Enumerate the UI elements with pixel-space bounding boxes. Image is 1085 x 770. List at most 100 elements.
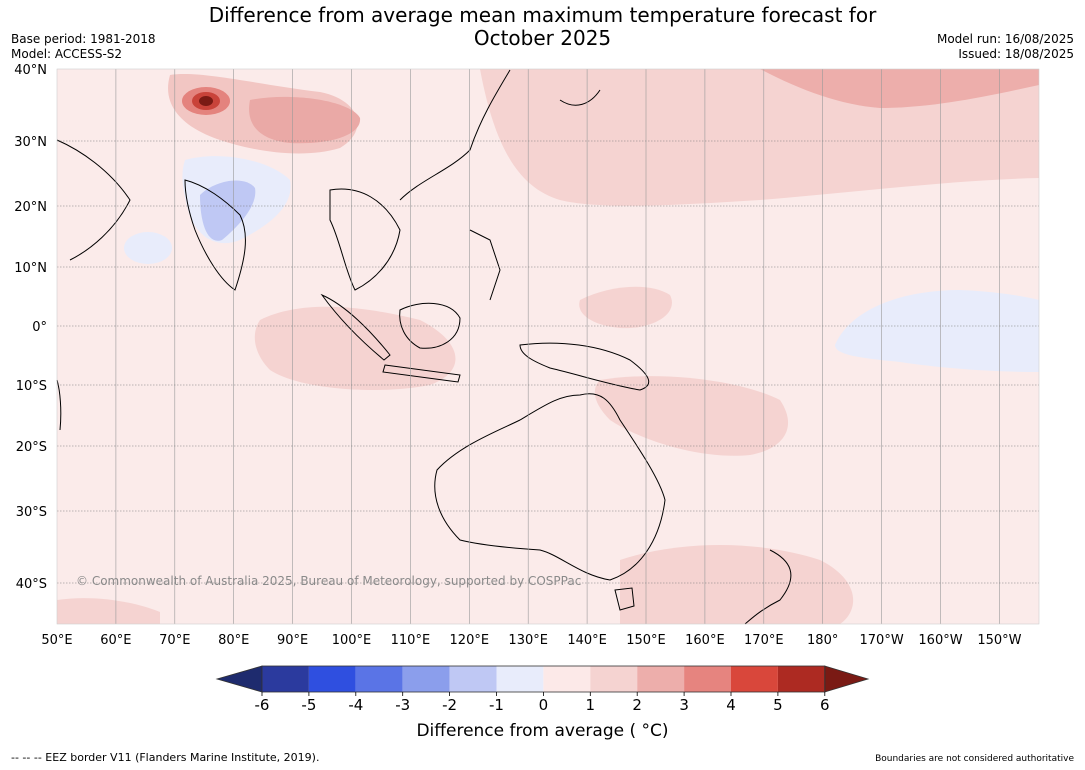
longitude-label: 80°E bbox=[218, 633, 249, 648]
warm-region-coral-sea bbox=[594, 376, 789, 456]
colorbar-segment bbox=[262, 666, 309, 692]
colorbar-label: 5 bbox=[773, 696, 783, 714]
colorbar-label: 4 bbox=[726, 696, 736, 714]
latitude-label: 10°S bbox=[16, 379, 47, 394]
colorbar-segment bbox=[449, 666, 497, 692]
coastline-indochina bbox=[329, 188, 401, 291]
colorbar-segment bbox=[355, 666, 403, 692]
warm-region-tasman bbox=[620, 545, 854, 624]
colorbar bbox=[215, 665, 870, 696]
eez-legend: -- -- -- EEZ border V11 (Flanders Marine… bbox=[11, 751, 320, 764]
colorbar-segment bbox=[402, 666, 450, 692]
latitude-label: 20°S bbox=[16, 440, 47, 455]
coastline-arabia bbox=[56, 139, 131, 261]
longitude-label: 130°E bbox=[508, 633, 548, 648]
colorbar-label: 3 bbox=[679, 696, 689, 714]
warm-region-himalaya-core bbox=[249, 96, 361, 144]
longitude-label: 160°E bbox=[685, 633, 725, 648]
cool-region-india-core bbox=[200, 180, 256, 241]
colorbar-segment bbox=[731, 666, 778, 692]
colorbar-segment bbox=[590, 666, 638, 692]
colorbar-label: -6 bbox=[255, 696, 270, 714]
coastline-new-guinea bbox=[519, 342, 650, 391]
longitude-label: 100°E bbox=[332, 633, 372, 648]
coastline-africa bbox=[56, 379, 62, 431]
coastline-philippines bbox=[469, 229, 501, 301]
cool-region-arabian-sea bbox=[124, 232, 172, 264]
colorbar-segment bbox=[777, 666, 825, 692]
longitude-label: 120°E bbox=[450, 633, 490, 648]
colorbar-segment bbox=[496, 666, 544, 692]
title-line-2: October 2025 bbox=[473, 26, 612, 50]
copyright-notice: © Commonwealth of Australia 2025, Bureau… bbox=[76, 574, 582, 588]
longitude-label: 180° bbox=[807, 633, 838, 648]
latitude-label: 0° bbox=[32, 320, 47, 335]
colorbar-tick-labels: -6 -5 -4 -3 -2 -1 0 1 2 3 4 5 6 bbox=[255, 696, 830, 714]
coastline-india bbox=[184, 179, 246, 291]
colorbar-label: -3 bbox=[395, 696, 410, 714]
base-period-label: Base period: 1981-2018 bbox=[11, 32, 156, 46]
latitude-label: 20°N bbox=[14, 200, 47, 215]
chart-title: Difference from average mean maximum tem… bbox=[0, 4, 1085, 50]
latitude-label: 40°S bbox=[16, 577, 47, 592]
longitude-label: 90°E bbox=[277, 633, 308, 648]
latitude-label: 30°S bbox=[16, 505, 47, 520]
colorbar-label: -5 bbox=[301, 696, 316, 714]
meta-left: Base period: 1981-2018 Model: ACCESS-S2 bbox=[11, 32, 156, 62]
meta-right: Model run: 16/08/2025 Issued: 18/08/2025 bbox=[937, 32, 1074, 62]
colorbar-segment bbox=[684, 666, 731, 692]
gridlines bbox=[57, 69, 1039, 624]
warm-region-indian-ocean bbox=[254, 306, 456, 390]
colorbar-label: -1 bbox=[489, 696, 504, 714]
coastline-tasmania bbox=[614, 587, 635, 611]
colorbar-segment bbox=[308, 666, 356, 692]
longitude-label: 150°E bbox=[626, 633, 666, 648]
longitude-label: 70°E bbox=[159, 633, 190, 648]
longitude-label: 110°E bbox=[391, 633, 431, 648]
coastline-australia bbox=[434, 393, 666, 581]
colorbar-label: 0 bbox=[539, 696, 549, 714]
coastline-sumatra bbox=[320, 293, 391, 361]
colorbar-label: 6 bbox=[820, 696, 830, 714]
anomaly-regions bbox=[57, 69, 1039, 624]
coastline-japan bbox=[559, 89, 601, 106]
map-frame bbox=[56, 68, 1040, 625]
colorbar-label: 1 bbox=[586, 696, 596, 714]
warm-region-west-pacific bbox=[579, 286, 672, 329]
colorbar-title: Difference from average ( °C) bbox=[416, 721, 669, 741]
coastline-borneo bbox=[399, 302, 461, 349]
model-label: Model: ACCESS-S2 bbox=[11, 47, 123, 61]
warm-region-southwest bbox=[57, 598, 160, 624]
latitude-label: 10°N bbox=[14, 261, 47, 276]
title-line-1: Difference from average mean maximum tem… bbox=[208, 3, 877, 27]
longitude-tick-labels: 50°E 60°E 70°E 80°E 90°E 100°E 110°E 120°E 130°E… bbox=[41, 633, 1021, 648]
boundary-disclaimer: Boundaries are not considered authoritat… bbox=[875, 754, 1074, 764]
latitude-tick-labels: 40°N 30°N 20°N 10°N 0° 10°S 20°S 30°S 40°S bbox=[14, 63, 47, 592]
longitude-label: 60°E bbox=[100, 633, 131, 648]
colorbar-segment bbox=[543, 666, 591, 692]
longitude-label: 170°W bbox=[860, 633, 904, 648]
longitude-label: 170°E bbox=[744, 633, 784, 648]
colorbar-label: 2 bbox=[632, 696, 642, 714]
map-panel bbox=[56, 68, 1040, 625]
coastline-china bbox=[399, 69, 511, 201]
issued-label: Issued: 18/08/2025 bbox=[958, 47, 1074, 61]
colorbar-label: -4 bbox=[348, 696, 363, 714]
longitude-label: 150°W bbox=[977, 633, 1021, 648]
coastline-new-zealand bbox=[744, 549, 792, 625]
latitude-label: 30°N bbox=[14, 135, 47, 150]
colorbar-high-extend bbox=[824, 665, 870, 693]
latitude-label: 40°N bbox=[14, 63, 47, 78]
warm-region-north-pacific-core bbox=[760, 69, 1039, 108]
longitude-label: 50°E bbox=[41, 633, 72, 648]
coastlines bbox=[56, 69, 792, 625]
model-run-label: Model run: 16/08/2025 bbox=[936, 32, 1074, 46]
longitude-label: 140°E bbox=[567, 633, 607, 648]
hot-spot-3 bbox=[199, 96, 213, 106]
colorbar-label: -2 bbox=[442, 696, 457, 714]
colorbar-segment bbox=[637, 666, 685, 692]
colorbar-low-extend bbox=[215, 665, 263, 693]
coastline-java bbox=[382, 364, 461, 383]
cool-region-central-pacific bbox=[835, 290, 1039, 372]
